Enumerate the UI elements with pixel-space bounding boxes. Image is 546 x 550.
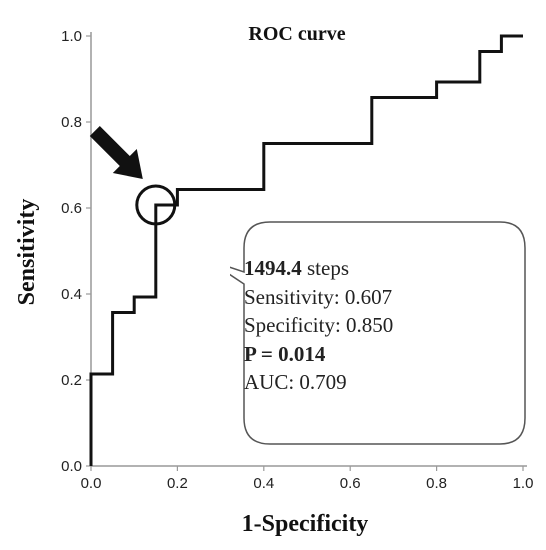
x-axis-label: 1-Specificity <box>242 511 369 537</box>
p-value-line: P = 0.014 <box>244 341 326 366</box>
y-tick-label: 0.6 <box>61 200 82 217</box>
y-tick-label: 0.8 <box>61 114 82 131</box>
y-tick-label: 0.0 <box>61 458 82 475</box>
arrow-icon <box>89 126 143 179</box>
y-tick-label: 0.4 <box>61 286 82 303</box>
auc-line: AUC: 0.709 <box>244 370 347 394</box>
callout-text: 1494.4 steps Sensitivity: 0.607 Specific… <box>244 254 393 397</box>
specificity-line: Specificity: 0.850 <box>244 313 394 337</box>
x-tick-label: 0.6 <box>340 475 361 492</box>
x-tick-label: 0.2 <box>167 475 188 492</box>
x-tick-label: 1.0 <box>513 475 534 492</box>
x-tick-label: 0.8 <box>426 475 447 492</box>
y-axis-label: Sensitivity <box>14 199 40 306</box>
marker-group <box>89 126 177 226</box>
ticks: 0.0 0.2 0.4 0.6 0.8 1.0 0.0 0.2 0.4 0.6 0.8 1.0 <box>61 28 533 492</box>
y-tick-label: 1.0 <box>61 28 82 45</box>
steps-value: 1494.4 <box>244 256 302 280</box>
steps-line: 1494.4 steps <box>244 254 393 283</box>
roc-line <box>89 34 523 466</box>
steps-label: steps <box>301 256 349 280</box>
sensitivity-line: Sensitivity: 0.607 <box>244 284 393 309</box>
callout-bubble <box>230 221 526 445</box>
chart-title: ROC curve <box>248 23 345 45</box>
y-tick-label: 0.2 <box>61 372 82 389</box>
annotation-callout: 1494.4 steps Sensitivity: 0.607 Specific… <box>230 220 527 446</box>
x-tick-label: 0.4 <box>253 475 274 492</box>
x-tick-label: 0.0 <box>81 475 102 492</box>
highlight-circle <box>135 184 177 226</box>
series-group <box>89 34 523 466</box>
